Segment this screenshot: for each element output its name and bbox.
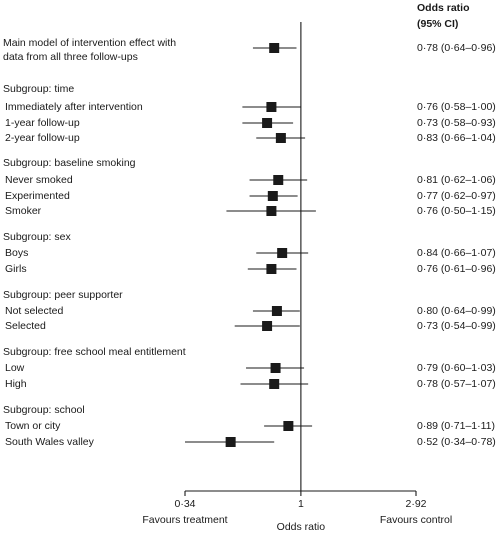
row-label: Never smoked [5,174,73,186]
favours-treatment-label: Favours treatment [142,514,228,526]
row-label: Girls [5,263,27,275]
odds-ratio-header: Odds ratio (95% CI) [417,0,470,32]
odds-ratio-value: 0·89 (0·71–1·11) [417,420,496,432]
odds-ratio-value: 0·76 (0·61–0·96) [417,263,496,275]
x-axis-title: Odds ratio [276,521,326,533]
row-label: Smoker [5,205,42,217]
odds-ratio-value: 0·73 (0·54–0·99) [417,320,496,332]
x-tick-label: 2·92 [405,498,427,510]
row-label: Boys [5,247,29,259]
point-estimate-marker [262,321,273,331]
odds-ratio-value: 0·78 (0·57–1·07) [417,378,496,390]
point-estimate-marker [267,191,278,201]
odds-ratio-value: 0·76 (0·50–1·15) [417,205,496,217]
forest-plot [184,22,417,496]
point-estimate-marker [271,306,282,316]
point-estimate-marker [266,102,277,112]
row-label: Not selected [5,305,64,317]
subgroup-heading: Subgroup: peer supporter [3,289,123,301]
x-tick-label: 1 [297,498,304,510]
row-label: Low [5,362,25,374]
point-estimate-marker [277,248,288,258]
favours-control-label: Favours control [379,514,453,526]
row-label: High [5,378,27,390]
row-label: 1-year follow-up [5,117,80,129]
point-estimate-marker [269,43,280,53]
point-estimate-marker [262,118,273,128]
row-label: data from all three follow-ups [3,51,138,63]
row-label: South Wales valley [5,436,94,448]
point-estimate-marker [270,363,281,373]
odds-ratio-value: 0·79 (0·60–1·03) [417,362,496,374]
odds-ratio-value: 0·78 (0·64–0·96) [417,42,496,54]
subgroup-heading: Subgroup: time [3,83,75,95]
odds-ratio-value: 0·83 (0·66–1·04) [417,132,496,144]
point-estimate-marker [269,379,280,389]
point-estimate-marker [225,437,236,447]
header-line-2: (95% CI) [417,18,459,30]
subgroup-heading: Subgroup: baseline smoking [3,157,136,169]
point-estimate-marker [275,133,286,143]
point-estimate-marker [273,175,284,185]
odds-ratio-value: 0·73 (0·58–0·93) [417,117,496,129]
odds-ratio-value: 0·76 (0·58–1·00) [417,101,496,113]
row-label: Main model of intervention effect with [3,37,177,49]
odds-ratio-value: 0·81 (0·62–1·06) [417,174,496,186]
subgroup-heading: Subgroup: sex [3,231,71,243]
row-label: 2-year follow-up [5,132,80,144]
odds-ratio-value: 0·84 (0·66–1·07) [417,247,496,259]
row-label: Town or city [5,420,61,432]
odds-ratio-value: 0·52 (0·34–0·78) [417,436,496,448]
subgroup-heading: Subgroup: school [3,404,85,416]
point-estimate-marker [266,206,277,216]
point-estimate-marker [283,421,294,431]
row-label: Experimented [5,190,70,202]
odds-ratio-value: 0·77 (0·62–0·97) [417,190,496,202]
x-tick-label: 0·34 [174,498,196,510]
header-line-1: Odds ratio [417,2,470,14]
point-estimate-marker [266,264,277,274]
row-label: Immediately after intervention [5,101,143,113]
row-label: Selected [5,320,46,332]
subgroup-heading: Subgroup: free school meal entitlement [3,346,186,358]
odds-ratio-value: 0·80 (0·64–0·99) [417,305,496,317]
